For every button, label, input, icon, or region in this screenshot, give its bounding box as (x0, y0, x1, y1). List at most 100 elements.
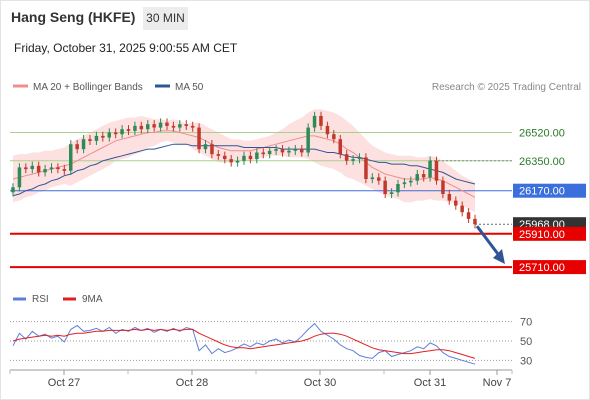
candle-body (409, 180, 413, 183)
candle-body (113, 132, 118, 135)
candle-body (287, 150, 291, 153)
x-tick-label: Oct 30 (304, 377, 336, 389)
candle-body (274, 149, 278, 151)
source-credit: Research © 2025 Trading Central (432, 82, 581, 93)
candle-body (466, 212, 471, 219)
candle-body (325, 125, 330, 135)
legend-label-rsi: RSI (32, 294, 49, 305)
level-label: 25910.00 (519, 229, 565, 241)
candle-body (36, 165, 41, 173)
candle-body (184, 124, 188, 126)
candle-body (402, 182, 407, 185)
x-tick-label: Oct 31 (414, 377, 446, 389)
candle-body (126, 129, 131, 131)
candle-body (81, 139, 86, 150)
candle-body (364, 157, 368, 179)
candle-body (223, 155, 227, 160)
x-tick-label: Nov 7 (483, 377, 512, 389)
interval-button[interactable]: 30 MIN (143, 7, 188, 30)
candle-body (203, 144, 208, 150)
candle-body (460, 205, 464, 213)
candle-body (216, 154, 221, 156)
legend-label-9ma: 9MA (82, 294, 103, 305)
candle-body (178, 124, 182, 128)
candle-body (421, 174, 426, 178)
candle-body (190, 125, 195, 128)
candle-body (133, 125, 137, 131)
candle-body (351, 159, 355, 161)
candle-body (447, 194, 452, 201)
candle-body (267, 150, 272, 155)
legend-label-ma50: MA 50 (175, 82, 204, 93)
candle-body (94, 135, 99, 141)
candle-body (171, 125, 176, 128)
rsi-tick-label: 70 (520, 317, 532, 329)
x-tick-label: Oct 27 (48, 377, 80, 389)
instrument-title: Hang Seng (HKFE) (11, 9, 136, 25)
legend-label-bollinger: MA 20 + Bollinger Bands (33, 82, 143, 93)
level-label: 25710.00 (519, 262, 565, 274)
candle-body (242, 155, 246, 161)
rsi-tick-label: 30 (520, 355, 532, 367)
candle-body (235, 160, 240, 163)
candle-body (357, 157, 362, 160)
level-tag-support (513, 226, 586, 241)
candle-body (389, 192, 394, 194)
candle-body (248, 155, 253, 160)
level-label: 26350.00 (519, 156, 565, 168)
candle-body (30, 165, 34, 170)
candle-body (229, 159, 233, 163)
candle-body (473, 218, 477, 225)
candle-body (43, 169, 47, 173)
rsi-tick-label: 50 (520, 336, 532, 348)
rsi-line (12, 322, 476, 365)
ma50-line (12, 143, 476, 197)
candle-body (377, 177, 381, 181)
candle-body (280, 149, 285, 153)
x-tick-label: Oct 28 (176, 377, 208, 389)
candle-body (107, 132, 111, 138)
candle-body (441, 180, 445, 194)
candle-body (255, 152, 259, 160)
candle-body (75, 144, 79, 150)
candle-body (62, 169, 67, 171)
candle-body (165, 122, 169, 126)
timestamp: Friday, October 31, 2025 9:00:55 AM CET (14, 41, 238, 55)
candle-body (69, 144, 73, 171)
candle-body (120, 129, 124, 135)
candle-body (428, 160, 432, 178)
candle-body (383, 180, 387, 194)
forecast-arrow-shaft (475, 225, 503, 259)
candle-body (261, 152, 265, 155)
candle-body (338, 139, 342, 155)
ma20-line (12, 130, 476, 198)
candle-body (197, 127, 201, 150)
candle-body (210, 144, 214, 155)
candle-body (344, 154, 349, 161)
level-label: 26520.00 (519, 128, 565, 140)
forecast-arrow-head (493, 249, 505, 265)
candle-body (146, 124, 150, 130)
candle-body (101, 135, 105, 138)
candle-body (11, 187, 15, 193)
candle-body (312, 115, 317, 128)
candle-body (152, 124, 156, 128)
candle-body (454, 200, 458, 206)
candle-body (434, 160, 439, 181)
level-tag-pivot (513, 183, 586, 198)
candle-body (49, 167, 54, 170)
candle-body (332, 134, 336, 140)
candle-body (306, 127, 310, 153)
candle-body (158, 122, 163, 128)
candle-body (24, 167, 28, 170)
rsi-9ma-line (12, 328, 476, 359)
candle-body (17, 167, 22, 188)
candle-body (415, 174, 419, 181)
candle-body (56, 167, 60, 170)
candle-body (300, 149, 304, 153)
level-tag-support (513, 260, 586, 275)
candle-body (88, 139, 92, 141)
candle-body (396, 184, 400, 193)
